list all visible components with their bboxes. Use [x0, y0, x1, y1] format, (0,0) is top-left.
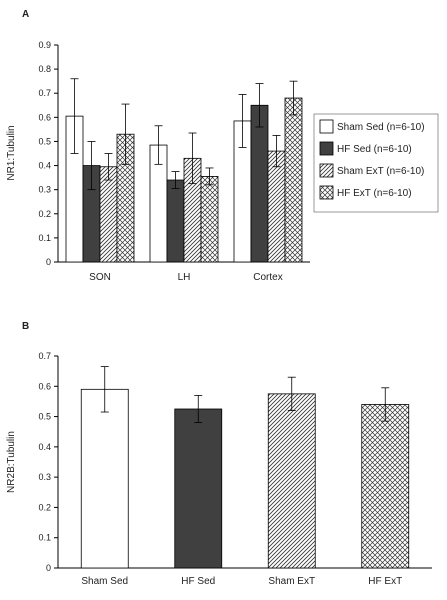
panel-b-label: B: [22, 321, 29, 332]
panel-b-bar-sham-ext: [267, 393, 316, 569]
panel-b-y-tick-label: 0.4: [38, 442, 51, 452]
legend-swatch-sham-sed: [319, 119, 334, 134]
panel-b-y-ticks: 0 0.1 0.2 0.3 0.4 0.5 0.6 0.7: [38, 351, 58, 573]
panel-a-y-tick-label: 0.8: [38, 64, 51, 74]
panel-a-y-tick-label: 0.9: [38, 40, 51, 50]
panel-b-y-tick-label: 0.7: [38, 351, 51, 361]
legend-label-hf-sed: HF Sed (n=6-10): [337, 144, 412, 155]
panel-a-bar-cortex-hf-sed: [250, 104, 269, 263]
panel-a-error-bar-cortex-hf-ext: [289, 80, 298, 116]
panel-b-error-bar-sham-ext: [287, 376, 296, 411]
panel-a-category-label: Cortex: [253, 272, 282, 283]
panel-a-label: A: [22, 9, 29, 20]
panel-a-bar-lh-hf-ext: [200, 176, 219, 263]
panel-b-category-label: Sham ExT: [268, 576, 315, 587]
panel-a-category-labels: SON LH Cortex: [89, 272, 283, 283]
legend-swatch-hf-ext: [319, 185, 334, 200]
panel-a-y-tick-label: 0.4: [38, 161, 51, 171]
panel-a-error-bar-son-hf-sed: [87, 141, 96, 191]
panel-a-legend: Sham Sed (n=6-10) HF Sed (n=6-10) Sham ExT…: [313, 113, 439, 213]
panel-a-error-bar-cortex-sham-ext: [272, 135, 281, 168]
panel-a-y-axis-label: NR1:Tubulin: [6, 125, 17, 180]
legend-label-sham-ext: Sham ExT (n=6-10): [337, 166, 424, 177]
panel-a-error-bar-lh-hf-ext: [205, 167, 214, 186]
panel-a-bar-cortex-sham-ext: [267, 150, 286, 263]
panel-b-y-tick-label: 0.3: [38, 472, 51, 482]
panel-a-y-tick-label: 0.5: [38, 136, 51, 146]
panel-a-y-tick-label: 0.2: [38, 209, 51, 219]
panel-a-error-bar-cortex-sham-sed: [238, 94, 247, 148]
panel-a-bars: [65, 78, 303, 263]
panel-a-error-bar-son-sham-sed: [70, 78, 79, 154]
panel-a-y-tick-label: 0: [46, 257, 51, 267]
panel-b-category-label: HF Sed: [181, 576, 215, 587]
legend-swatch-hf-sed: [319, 141, 334, 156]
panel-a: A NR1:Tubulin 00.10.20.30.40.50.60.70.80…: [6, 9, 439, 283]
panel-a-error-bar-cortex-hf-sed: [255, 83, 264, 128]
panel-a-y-tick-label: 0.6: [38, 112, 51, 122]
panel-a-bar-cortex-hf-ext: [284, 97, 303, 263]
legend-border: [313, 113, 439, 213]
legend-label-sham-sed: Sham Sed (n=6-10): [337, 122, 425, 133]
panel-b-y-axis-label: NR2B:Tubulin: [6, 431, 17, 493]
panel-a-error-bar-son-sham-ext: [104, 153, 113, 181]
legend-swatch-sham-ext: [319, 163, 334, 178]
panel-a-y-tick-label: 0.7: [38, 88, 51, 98]
panel-b-y-tick-label: 0.5: [38, 412, 51, 422]
panel-b-bar-hf-ext: [361, 404, 410, 569]
panel-b-category-label: Sham Sed: [81, 576, 128, 587]
panel-b-category-label: HF ExT: [368, 576, 402, 587]
panel-a-y-tick-label: 0.1: [38, 233, 51, 243]
panel-a-error-bar-son-hf-ext: [121, 103, 130, 165]
legend-label-hf-ext: HF ExT (n=6-10): [337, 188, 412, 199]
panel-a-category-label: LH: [178, 272, 191, 283]
panel-a-error-bar-lh-sham-ext: [188, 132, 197, 185]
panel-a-y-ticks: 0 0.1 0.2 0.3 0.4 0.5 0.6 0.7 0.8 0.9: [38, 40, 58, 267]
panel-a-category-label: SON: [89, 272, 111, 283]
panel-b-error-bar-hf-ext: [381, 387, 390, 422]
panel-a-error-bar-lh-hf-sed: [171, 171, 180, 189]
panel-a-bar-lh-hf-sed: [166, 179, 185, 263]
panel-b-error-bar-sham-sed: [100, 366, 109, 413]
panel-b-y-tick-label: 0.2: [38, 502, 51, 512]
panel-b-bars: [80, 366, 410, 569]
panel-b: B NR2B:Tubulin 0 0.1 0.2 0.3 0.4 0.5 0.6 0.7 Sh…: [6, 321, 432, 587]
panel-b-error-bar-hf-sed: [194, 394, 203, 424]
panel-a-y-tick-label: 0.3: [38, 185, 51, 195]
panel-b-bar-hf-sed: [174, 408, 223, 569]
panel-a-error-bar-lh-sham-sed: [154, 125, 163, 165]
panel-b-y-tick-label: 0: [46, 563, 51, 573]
panel-b-bar-sham-sed: [80, 388, 129, 569]
panel-b-category-labels: Sham Sed HF Sed Sham ExT HF ExT: [81, 576, 402, 587]
panel-b-y-tick-label: 0.6: [38, 381, 51, 391]
panel-b-y-tick-label: 0.1: [38, 533, 51, 543]
panel-a-bar-son-sham-ext: [99, 166, 118, 263]
